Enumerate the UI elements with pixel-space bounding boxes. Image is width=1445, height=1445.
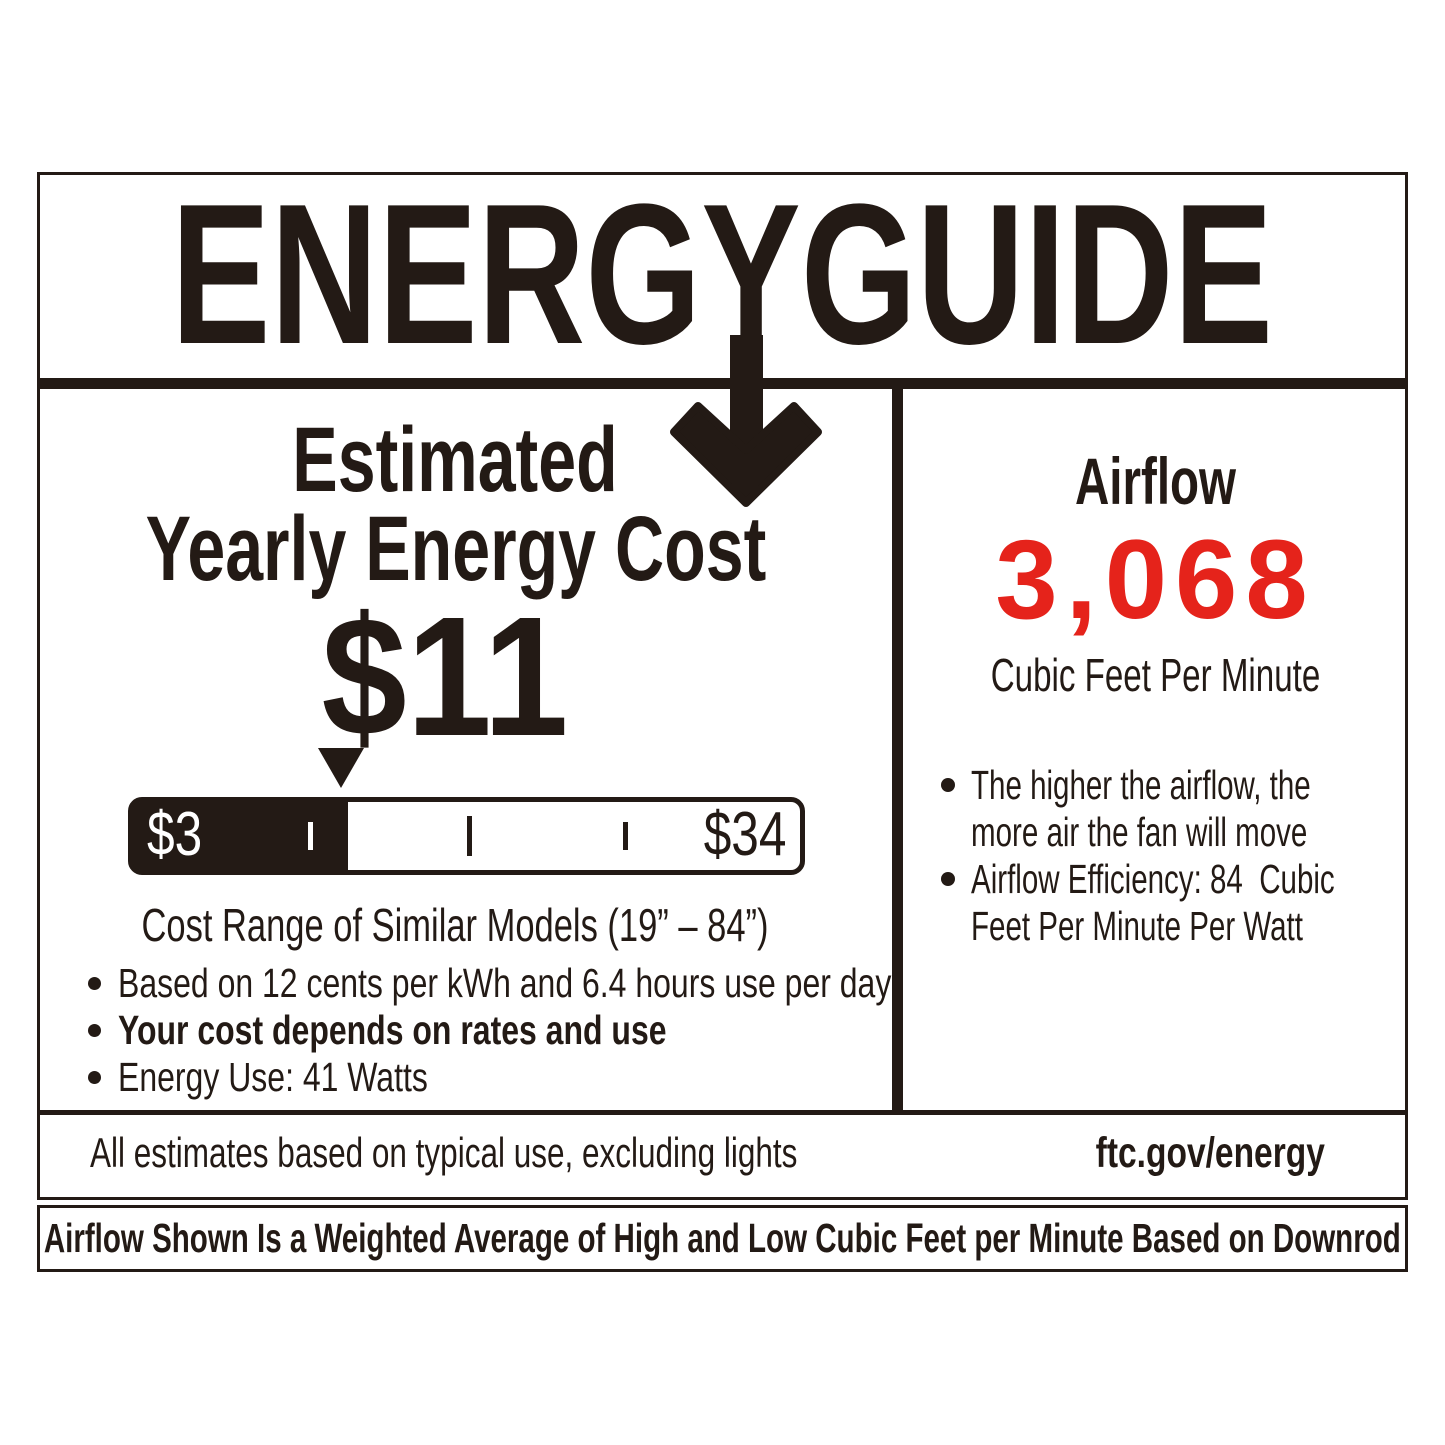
bullet-icon — [88, 1071, 101, 1084]
airflow-unit: Cubic Feet Per Minute — [990, 649, 1321, 701]
bullet-icon — [941, 872, 955, 886]
bullet-text-depends: Your cost depends on rates and use — [118, 1007, 667, 1053]
airflow-value: 3,068 — [995, 517, 1316, 642]
left-bullet-list: Based on 12 cents per kWh and 6.4 hours … — [88, 960, 892, 1101]
right-bullet-list: The higher the airflow, the more air the… — [941, 762, 1411, 950]
estimated-heading-line1: Estimated — [292, 409, 618, 511]
cost-range-caption: Cost Range of Similar Models (19” – 84”) — [141, 899, 769, 951]
downrod-banner: Airflow Shown Is a Weighted Average of H… — [37, 1205, 1408, 1272]
ftc-url: ftc.gov/energy — [1095, 1129, 1325, 1177]
list-item: Based on 12 cents per kWh and 6.4 hours … — [88, 960, 892, 1007]
downrod-banner-text: Airflow Shown Is a Weighted Average of H… — [44, 1215, 1401, 1261]
bullet-airflow-line2: more air the fan will move — [971, 809, 1308, 855]
list-item: Your cost depends on rates and use — [88, 1007, 888, 1054]
scale-min-label: $3 — [147, 799, 203, 869]
bullet-icon — [88, 1024, 101, 1037]
estimated-heading-line2: Yearly Energy Cost — [145, 498, 767, 600]
airflow-heading: Airflow — [1074, 444, 1237, 518]
footer-divider-line — [37, 1110, 1408, 1115]
list-item: Airflow Efficiency: 84 Cubic Feet Per Mi… — [941, 856, 1411, 950]
logo-divider-line — [37, 378, 1408, 389]
scale-tick-1 — [308, 822, 313, 850]
bullet-icon — [941, 778, 955, 792]
scale-tick-3 — [623, 822, 628, 850]
bullet-airflow-line1: The higher the airflow, the — [971, 762, 1311, 808]
column-divider-line — [892, 389, 903, 1110]
scale-tick-2 — [467, 816, 472, 856]
cost-range-scale: $3 $34 — [128, 797, 805, 875]
yearly-cost-value: $11 — [321, 582, 569, 772]
bullet-efficiency-line1: Airflow Efficiency: 84 Cubic — [971, 856, 1335, 902]
list-item: Energy Use: 41 Watts — [88, 1054, 888, 1101]
label-outer-frame — [37, 172, 1408, 1200]
scale-max-label: $34 — [703, 799, 786, 869]
footer-note: All estimates based on typical use, excl… — [90, 1129, 798, 1176]
bullet-efficiency-line2: Feet Per Minute Per Watt — [971, 903, 1303, 949]
bullet-text-energy-use: Energy Use: 41 Watts — [118, 1054, 428, 1100]
bullet-text-rates: Based on 12 cents per kWh and 6.4 hours … — [118, 960, 892, 1006]
list-item: The higher the airflow, the more air the… — [941, 762, 1411, 856]
bullet-icon — [88, 977, 101, 990]
cost-position-marker-icon — [318, 748, 364, 788]
